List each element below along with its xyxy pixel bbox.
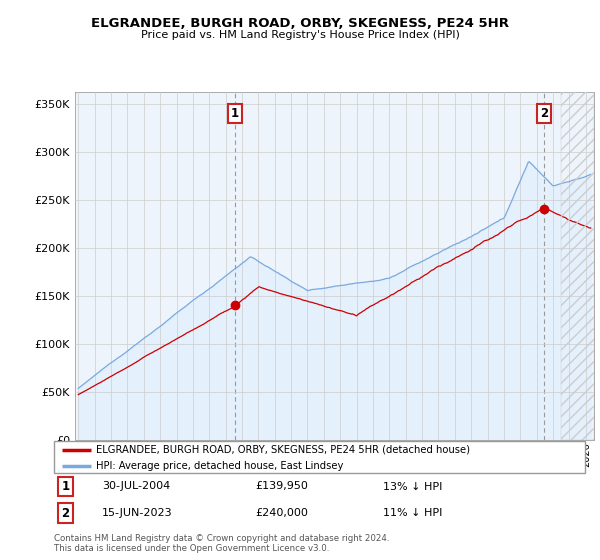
Text: £240,000: £240,000 xyxy=(256,508,308,518)
Text: 13% ↓ HPI: 13% ↓ HPI xyxy=(383,482,443,492)
Text: Price paid vs. HM Land Registry's House Price Index (HPI): Price paid vs. HM Land Registry's House … xyxy=(140,30,460,40)
Text: ELGRANDEE, BURGH ROAD, ORBY, SKEGNESS, PE24 5HR (detached house): ELGRANDEE, BURGH ROAD, ORBY, SKEGNESS, P… xyxy=(97,445,470,455)
Text: Contains HM Land Registry data © Crown copyright and database right 2024.
This d: Contains HM Land Registry data © Crown c… xyxy=(54,534,389,553)
Text: 2: 2 xyxy=(62,507,70,520)
Text: 11% ↓ HPI: 11% ↓ HPI xyxy=(383,508,443,518)
Text: HPI: Average price, detached house, East Lindsey: HPI: Average price, detached house, East… xyxy=(97,461,344,471)
Text: £139,950: £139,950 xyxy=(256,482,308,492)
Text: 2: 2 xyxy=(540,107,548,120)
Text: 15-JUN-2023: 15-JUN-2023 xyxy=(102,508,172,518)
Text: 30-JUL-2004: 30-JUL-2004 xyxy=(102,482,170,492)
Text: 1: 1 xyxy=(231,107,239,120)
Text: 1: 1 xyxy=(62,480,70,493)
Text: ELGRANDEE, BURGH ROAD, ORBY, SKEGNESS, PE24 5HR: ELGRANDEE, BURGH ROAD, ORBY, SKEGNESS, P… xyxy=(91,17,509,30)
FancyBboxPatch shape xyxy=(54,441,585,473)
